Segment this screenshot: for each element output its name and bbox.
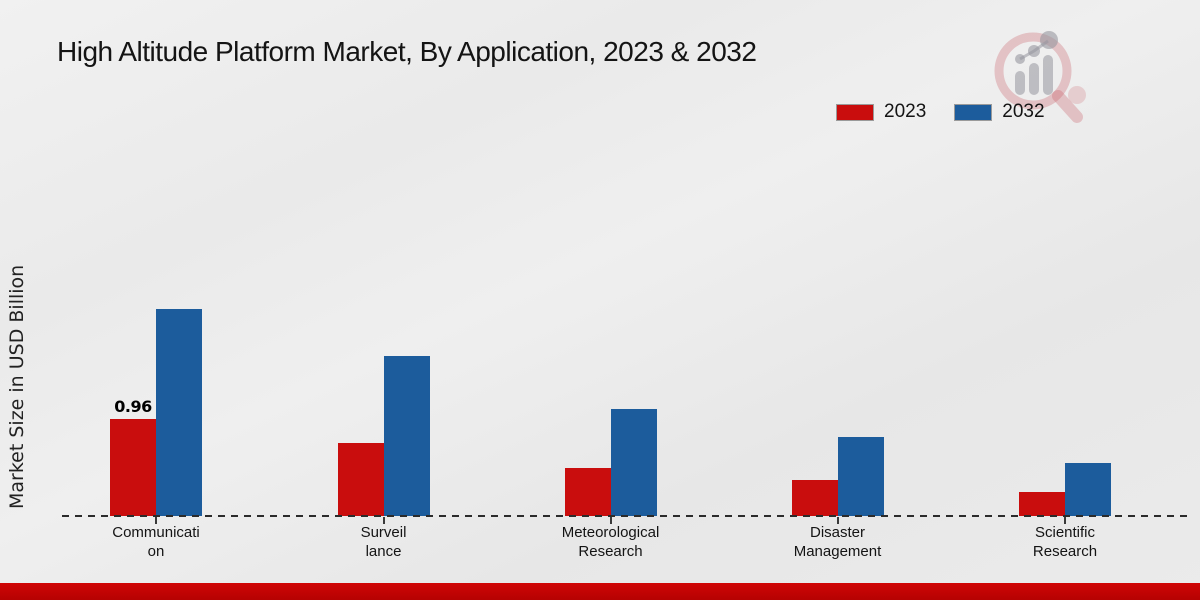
legend-label-2023: 2023 bbox=[884, 101, 927, 122]
x-axis-tick bbox=[836, 517, 839, 524]
legend-swatch-2032 bbox=[954, 103, 993, 121]
bar-2023-scientific-research bbox=[1019, 492, 1065, 516]
x-axis-tick bbox=[609, 517, 612, 524]
x-axis-label-disaster-management: Disaster Management bbox=[793, 524, 882, 560]
x-axis-baseline bbox=[62, 515, 1190, 517]
bar-2032-communication bbox=[156, 309, 202, 516]
legend-item-2023: 2023 bbox=[836, 101, 926, 123]
bar-2032-meteorological-research bbox=[610, 409, 657, 516]
bar-2032-scientific-research bbox=[1065, 463, 1111, 516]
bar-2023-surveillance bbox=[337, 443, 384, 516]
x-axis-label-communication: Communicati on bbox=[112, 524, 200, 560]
bar-2032-surveillance bbox=[383, 356, 430, 516]
x-axis-label-scientific-research: Scientific Research bbox=[1032, 524, 1098, 560]
x-axis-tick bbox=[1064, 517, 1066, 524]
legend-item-2032: 2032 bbox=[954, 101, 1045, 123]
footer-accent-bar bbox=[0, 583, 1200, 600]
legend-swatch-2023 bbox=[836, 103, 874, 121]
magnifier-growth-chart-logo-icon bbox=[985, 25, 1095, 135]
x-axis-tick bbox=[382, 517, 385, 524]
chart-legend: 2023 2032 bbox=[836, 101, 1045, 123]
chart-title: High Altitude Platform Market, By Applic… bbox=[57, 36, 757, 67]
bar-2023-disaster-management bbox=[791, 480, 838, 516]
y-axis-label: Market Size in USD Billion bbox=[6, 264, 28, 510]
bar-2032-disaster-management bbox=[837, 437, 884, 516]
x-axis-label-surveillance: Surveil lance bbox=[360, 524, 407, 560]
legend-label-2032: 2032 bbox=[1002, 101, 1045, 122]
x-axis-tick bbox=[155, 517, 157, 524]
x-axis-label-meteorological-research: Meteorological Research bbox=[561, 524, 660, 560]
bar-value-label: 0.96 bbox=[114, 397, 152, 416]
bar-2023-communication bbox=[110, 419, 156, 516]
bar-2023-meteorological-research bbox=[564, 468, 611, 516]
